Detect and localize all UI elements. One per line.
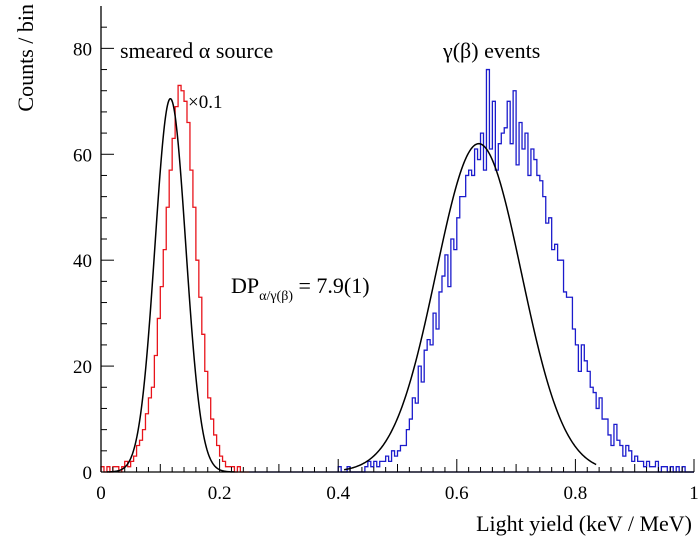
- x-tick-label: 1: [689, 483, 699, 504]
- y-tick-label: 60: [73, 145, 92, 166]
- histogram-layer: [100, 68, 694, 473]
- dp-subscript: α/γ(β): [259, 289, 293, 304]
- x-tick-label: 0.6: [445, 483, 469, 504]
- axes: [100, 6, 695, 473]
- x-tick-label: 0.2: [208, 483, 232, 504]
- histogram-series-1: [337, 68, 694, 473]
- y-tick-label: 40: [73, 251, 92, 272]
- series-label-alpha: smeared α source: [120, 38, 273, 63]
- x-tick-label: 0: [96, 483, 106, 504]
- tick-labels: 0 0.2 0.4 0.6 0.8 1 0 20 40 60 80: [73, 39, 699, 504]
- fit-curve-layer: [106, 97, 597, 473]
- gaussian-fit-0: [106, 97, 235, 473]
- histogram-series-0: [100, 84, 250, 473]
- scale-factor-label: ×0.1: [188, 92, 222, 113]
- dp-annotation: DPα/γ(β) = 7.9(1): [231, 273, 370, 304]
- y-axis-label: Counts / bin: [13, 4, 38, 112]
- y-tick-label: 0: [83, 463, 93, 484]
- x-axis-label: Light yield (keV / MeV): [476, 511, 692, 536]
- y-tick-label: 80: [73, 39, 92, 60]
- dp-value: = 7.9(1): [293, 273, 370, 298]
- x-tick-label: 0.8: [564, 483, 588, 504]
- x-tick-label: 0.4: [326, 483, 350, 504]
- series-label-gamma: γ(β) events: [442, 38, 540, 63]
- gaussian-fit-1: [344, 142, 597, 471]
- y-tick-label: 20: [73, 357, 92, 378]
- dp-main-text: DP: [231, 273, 259, 298]
